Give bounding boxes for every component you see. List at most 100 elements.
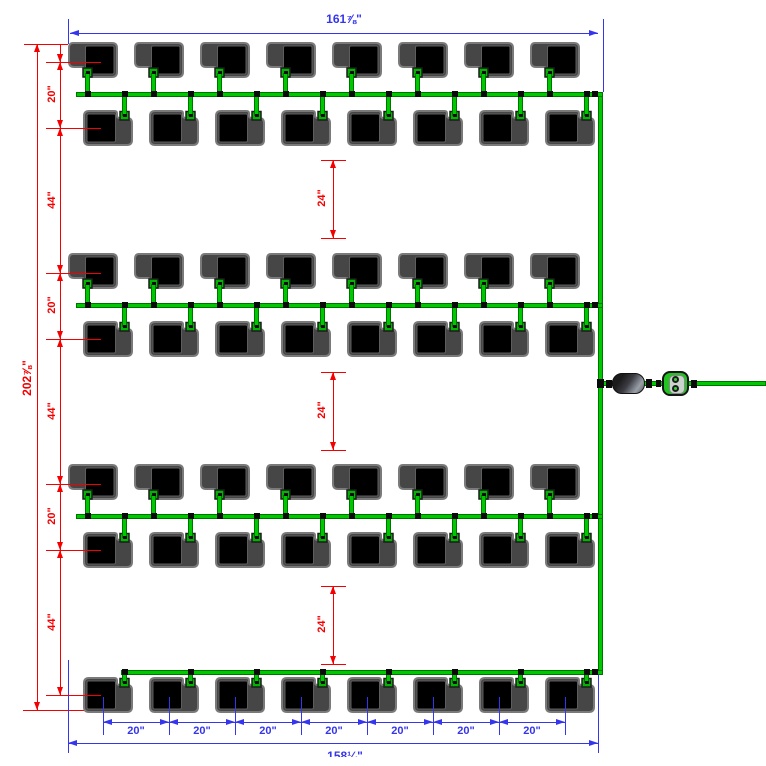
chain-arrow-up: [57, 484, 63, 492]
pot-tray: [479, 110, 529, 146]
feed-tube: [188, 516, 193, 538]
tube-manifold-connector: [187, 91, 194, 97]
tube-pot-connector: [452, 325, 457, 328]
tube-manifold-connector: [583, 91, 590, 97]
pot-tray: [266, 464, 316, 500]
bottom-spacing-label: 20": [523, 725, 541, 737]
bottom-total-label-clip: 158¼": [290, 750, 400, 757]
tube-pot-connector: [481, 493, 486, 496]
pot-tray: [332, 253, 382, 289]
top-dim-ext-left: [68, 19, 69, 44]
aisle-dim-tick-bottom: [321, 664, 346, 665]
feed-tube: [188, 94, 193, 116]
bottom-dim-segment: [367, 722, 433, 723]
feed-tube: [320, 516, 325, 538]
row-center-pointer-line: [46, 695, 101, 696]
feed-tube: [122, 94, 127, 116]
pot-tray: [479, 321, 529, 357]
row-center-pointer-line: [46, 339, 101, 340]
tube-manifold-connector: [517, 91, 524, 97]
bottom-spacing-label: 20": [193, 725, 211, 737]
bottom-pot-center-tick: [367, 697, 368, 735]
left-overall-ext-bottom: [23, 710, 84, 711]
pot-tray: [149, 532, 199, 568]
tube-pot-connector: [217, 71, 222, 74]
left-total-label: 202⅞": [20, 360, 34, 396]
tube-manifold-connector: [319, 91, 326, 97]
tube-manifold-connector: [348, 513, 355, 519]
tube-manifold-connector: [480, 91, 487, 97]
pot-tray: [200, 464, 250, 500]
row-center-pointer-line: [46, 484, 101, 485]
pot-tray: [530, 42, 580, 78]
tube-pot-connector: [452, 681, 457, 684]
tube-pot-connector: [415, 282, 420, 285]
bottom-dim-segment: [235, 722, 301, 723]
feed-tube: [518, 94, 523, 116]
aisle-arrow-down: [330, 230, 336, 238]
pot-tray: [332, 42, 382, 78]
feed-tube: [518, 305, 523, 327]
tube-pot-connector: [122, 325, 127, 328]
pot-tray: [215, 321, 265, 357]
valve-port-bottom: [672, 385, 679, 392]
tube-pot-connector: [320, 681, 325, 684]
feed-tube: [452, 94, 457, 116]
tube-pot-connector: [386, 536, 391, 539]
manifold-main-connector: [592, 302, 598, 308]
bottom-arrow-left: [169, 719, 178, 725]
tube-manifold-connector: [348, 91, 355, 97]
feed-tube: [386, 94, 391, 116]
tube-pot-connector: [151, 71, 156, 74]
tube-pot-connector: [584, 536, 589, 539]
tube-pot-connector: [151, 493, 156, 496]
bottom-spacing-label: 20": [391, 725, 409, 737]
bottom-arrow-right: [160, 719, 169, 725]
pot-tray: [68, 42, 118, 78]
valve-inlet-connector: [656, 380, 661, 387]
valve-port-top: [672, 376, 679, 383]
bottom-dim-segment: [301, 722, 367, 723]
bottom-arrow-right: [292, 719, 301, 725]
chain-arrow-up: [57, 273, 63, 281]
pot-tray: [398, 464, 448, 500]
feed-tube: [584, 305, 589, 327]
bottom-dim-segment: [433, 722, 499, 723]
left-overall-line: [37, 44, 38, 710]
pump-line-connector: [597, 379, 604, 388]
feed-tube: [254, 94, 259, 116]
bottom-arrow-left: [499, 719, 508, 725]
tube-manifold-connector: [187, 669, 194, 675]
pot-tray: [464, 42, 514, 78]
feed-tube: [188, 305, 193, 327]
tube-manifold-connector: [84, 302, 91, 308]
tube-pot-connector: [188, 536, 193, 539]
bottom-overall-ext-right: [598, 675, 599, 753]
tube-pot-connector: [254, 114, 259, 117]
bottom-pot-center-tick: [433, 697, 434, 735]
tube-manifold-connector: [517, 513, 524, 519]
tube-pot-connector: [217, 282, 222, 285]
valve-outlet-connector: [691, 380, 697, 388]
left-overall-arrow-bottom: [34, 702, 40, 710]
tube-pot-connector: [349, 493, 354, 496]
tube-pot-connector: [283, 71, 288, 74]
pot-tray: [413, 677, 463, 713]
bottom-spacing-label: 20": [457, 725, 475, 737]
tube-manifold-connector: [385, 513, 392, 519]
pump-inlet-connector: [606, 380, 612, 388]
bottom-arrow-right: [490, 719, 499, 725]
tube-pot-connector: [188, 114, 193, 117]
pot-tray: [134, 253, 184, 289]
tube-manifold-connector: [216, 302, 223, 308]
tube-pot-connector: [283, 282, 288, 285]
tube-pot-connector: [85, 493, 90, 496]
pot-tray: [83, 110, 133, 146]
tube-pot-connector: [481, 282, 486, 285]
tube-manifold-connector: [348, 302, 355, 308]
bottom-spacing-label: 20": [127, 725, 145, 737]
pot-tray: [398, 253, 448, 289]
valve-fitting-icon: [662, 371, 689, 396]
tube-manifold-connector: [546, 513, 553, 519]
